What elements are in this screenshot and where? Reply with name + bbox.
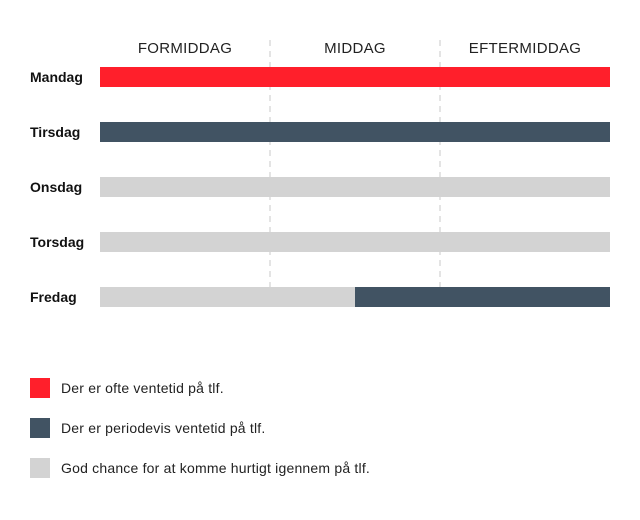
day-bar-segment [100,67,610,87]
day-label: Tirsdag [30,124,80,140]
day-bar-segment [355,287,610,307]
period-dividers [269,40,441,290]
legend-label-god: God chance for at komme hurtigt igennem … [61,460,370,476]
legend-item-periodevis: Der er periodevis ventetid på tlf. [30,418,370,438]
legend-item-god: God chance for at komme hurtigt igennem … [30,458,370,478]
period-labels: FORMIDDAG MIDDAG EFTERMIDDAG [138,40,581,57]
wait-time-chart: FORMIDDAG MIDDAG EFTERMIDDAG Mandag Tirsdag… [30,40,610,307]
day-rows: Mandag Tirsdag Onsdag Torsdag Fredag [30,67,610,307]
day-bar-segment [100,232,610,252]
day-bar-segment [100,122,610,142]
day-bar-segment [100,287,355,307]
period-label: EFTERMIDDAG [469,40,581,57]
legend-label-periodevis: Der er periodevis ventetid på tlf. [61,420,266,436]
period-label: FORMIDDAG [138,40,232,57]
day-label: Torsdag [30,234,84,250]
day-label: Onsdag [30,179,82,195]
legend-swatch-periodevis [30,418,50,438]
legend: Der er ofte ventetid på tlf. Der er peri… [30,378,370,498]
legend-label-ofte: Der er ofte ventetid på tlf. [61,380,224,396]
day-label: Fredag [30,289,77,305]
day-bar-segment [100,177,610,197]
legend-swatch-ofte [30,378,50,398]
legend-swatch-god [30,458,50,478]
period-label: MIDDAG [324,40,386,57]
day-label: Mandag [30,69,83,85]
legend-item-ofte: Der er ofte ventetid på tlf. [30,378,370,398]
